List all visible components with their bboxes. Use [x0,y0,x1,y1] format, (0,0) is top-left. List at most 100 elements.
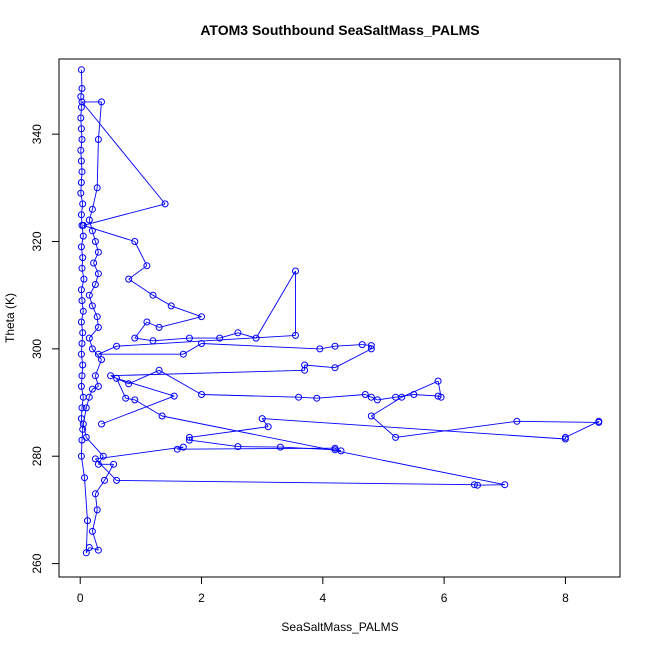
data-point [331,444,339,452]
data-point [131,334,139,342]
data-point [292,331,299,339]
series-line-segment [80,160,83,172]
data-point [94,323,102,331]
data-point [367,412,375,420]
series-line-segment [80,289,83,301]
data-point [113,342,121,350]
x-tick-label: 8 [562,591,569,605]
data-point [410,391,418,398]
series-line-segment [88,219,93,231]
data-point [501,481,509,489]
data-point [170,392,178,400]
data-point [595,417,603,425]
series-line-segment [116,479,475,486]
series-line-segment [85,397,90,409]
data-point [78,372,86,380]
data-point [79,425,87,433]
data-point [79,420,87,428]
data-point [82,404,90,412]
y-tick-label: 280 [30,446,44,466]
data-point [301,361,309,369]
data-point [155,366,163,374]
data-point [77,243,85,251]
data-point [185,436,193,444]
data-point [81,474,88,482]
data-point [78,136,86,143]
data-point [252,334,260,342]
series-line-segment [94,241,99,253]
data-point [113,374,121,382]
series-line-segment [80,343,83,355]
series-line-segment [171,305,202,318]
data-point [98,98,105,106]
data-point [437,393,445,401]
series-line-segment [80,193,84,204]
data-point [474,481,481,489]
data-point [88,527,96,535]
series-line-segment [80,246,84,258]
series-line-segment [93,262,99,274]
data-point [361,391,369,398]
data-point [373,396,381,404]
series-line-segment [80,407,83,419]
data-point [79,221,87,229]
series-line-segment [237,446,281,448]
series-line-segment [177,447,336,450]
data-point [84,517,91,525]
data-point [77,318,85,326]
series-line-segment [96,139,99,188]
data-point [94,382,102,390]
x-tick-label: 0 [77,591,84,605]
series-line-segment [94,375,99,387]
x-axis-label: SeaSaltMass_PALMS [281,620,398,634]
series-line-segment [88,284,96,296]
data-point [198,391,205,398]
series-line-segment [158,316,202,328]
series-line-segment [80,171,83,183]
data-point [91,490,99,498]
data-point [80,275,88,283]
data-point [77,66,85,74]
series-line-segment [125,397,135,401]
data-point [88,345,96,353]
chart-title: ATOM3 Southbound SeaSaltMass_PALMS [200,22,479,38]
data-point [392,433,400,441]
series-line-segment [97,101,102,140]
data-point [78,264,86,272]
data-point [82,549,90,557]
series-line-segment [81,225,84,237]
data-point [94,136,102,143]
series-line-segment [96,316,99,328]
data-point [234,443,242,451]
data-point [94,350,102,358]
series-line-segment [91,187,98,210]
series-line-segment [80,96,82,108]
series-line-segment [201,394,299,398]
data-point [88,227,96,235]
series-line-segment [183,343,202,355]
data-point [94,270,102,278]
series-line-segment [84,477,88,521]
data-point [77,157,85,165]
data-point [331,364,339,372]
data-point [77,146,85,154]
series-line-segment [334,344,363,347]
series-line-segment [80,107,82,119]
series-line-segment [134,399,163,417]
data-point [185,334,193,342]
series-line-segment [516,420,599,423]
series-line-segment [116,377,175,397]
data-point [131,396,139,404]
series-line-segment [80,203,84,215]
series-line-segment [80,214,83,226]
series-line-segment [189,426,269,438]
data-point [131,238,139,245]
series-line-segment [81,257,84,269]
series-line-segment [89,547,99,551]
series-line-segment [81,397,84,408]
data-point [292,267,299,275]
data-point [313,394,321,402]
data-point [110,460,118,468]
data-point [216,334,224,342]
